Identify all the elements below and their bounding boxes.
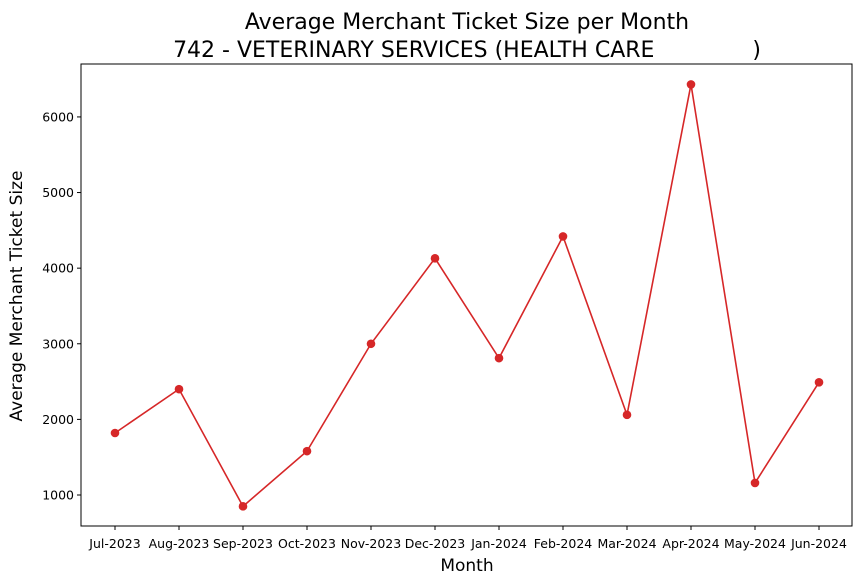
y-tick-label: 3000 [42, 336, 74, 351]
x-tick-label: Jan-2024 [470, 536, 527, 551]
data-point [750, 478, 760, 488]
data-point [238, 502, 248, 511]
chart-title: Average Merchant Ticket Size per Month [245, 10, 689, 35]
chart-subtitle: 742 - VETERINARY SERVICES (HEALTH CARE ) [173, 38, 761, 63]
x-tick-label: Nov-2023 [341, 536, 401, 551]
x-tick-label: Aug-2023 [149, 536, 210, 551]
y-tick-label: 5000 [42, 185, 74, 200]
data-point [494, 353, 504, 363]
x-tick-label: May-2024 [724, 536, 786, 551]
series-line [114, 84, 820, 508]
y-tick-label: 4000 [42, 261, 74, 276]
x-tick-label: Sep-2023 [213, 536, 273, 551]
plot-area: 1000 2000 3000 4000 5000 6000 Jul-2023 Aug-2023… [42, 63, 853, 551]
y-tick-label: 2000 [42, 412, 74, 427]
data-point [558, 232, 568, 241]
x-tick-label: Apr-2024 [662, 536, 719, 551]
x-tick-label: Jun-2024 [790, 536, 847, 551]
data-point [622, 410, 632, 420]
x-tick-label: Dec-2023 [405, 536, 466, 551]
y-axis-label: Average Merchant Ticket Size [7, 171, 27, 422]
x-axis-label: Month [440, 556, 493, 576]
data-point [174, 384, 184, 394]
data-point [302, 446, 312, 456]
data-point [110, 428, 120, 438]
y-tick-label: 6000 [42, 109, 74, 124]
axes-frame [80, 63, 853, 527]
y-tick-label: 1000 [42, 487, 74, 502]
x-tick-label: Oct-2023 [278, 536, 336, 551]
x-tick-label: Mar-2024 [597, 536, 656, 551]
data-point [430, 254, 440, 263]
data-point [814, 378, 824, 387]
x-tick-label: Jul-2023 [88, 536, 140, 551]
data-point [686, 80, 696, 89]
data-point [366, 339, 376, 349]
x-tick-label: Feb-2024 [534, 536, 593, 551]
